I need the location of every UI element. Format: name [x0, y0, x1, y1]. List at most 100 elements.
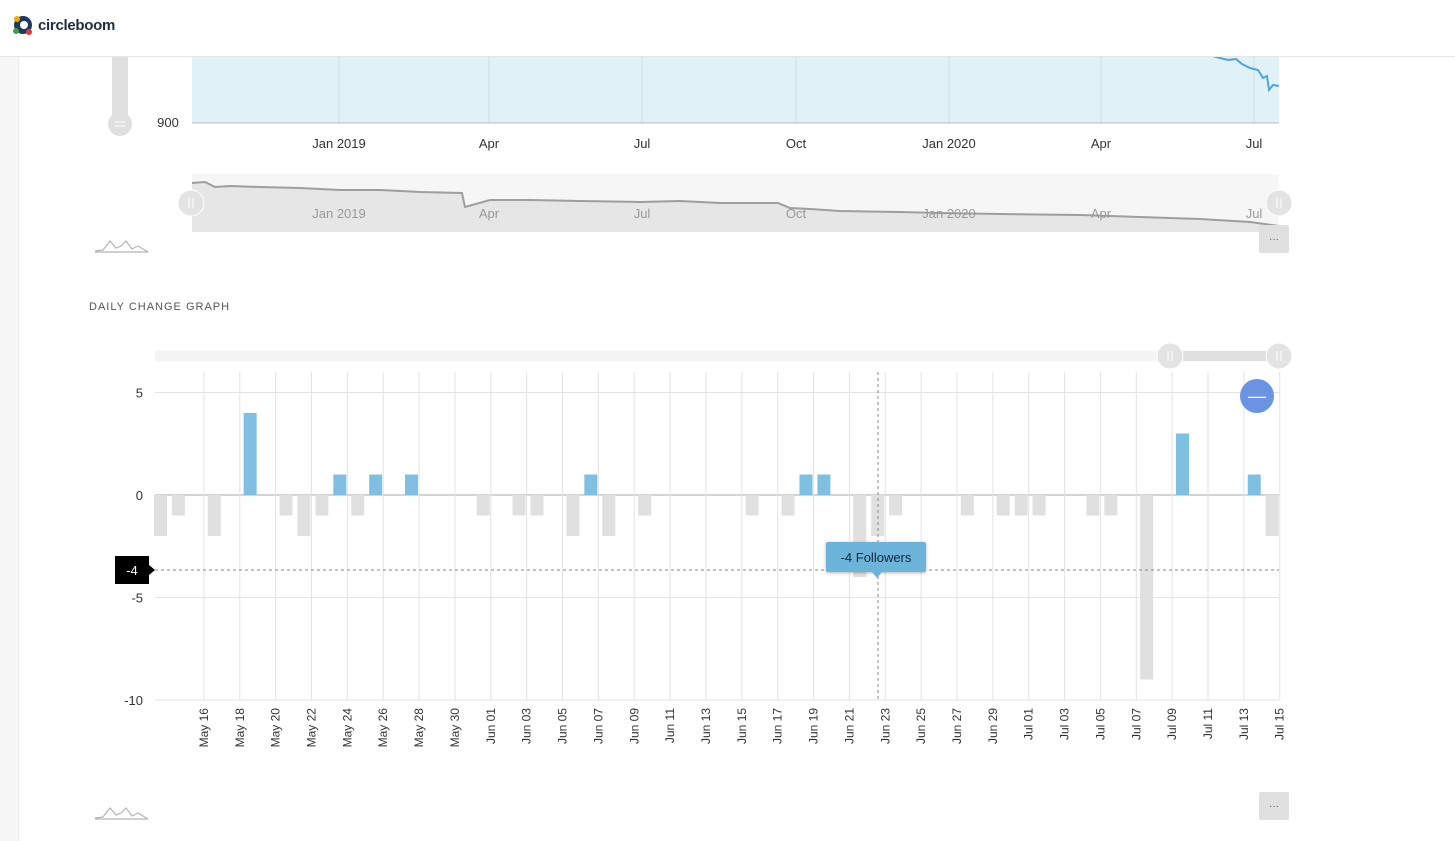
x-tick-label: Jul 05 [1093, 708, 1107, 740]
x-tick-label: Jul 11 [1201, 708, 1215, 739]
x-tick-label: May 28 [412, 708, 426, 748]
x-tick-label: Jun 07 [591, 708, 605, 744]
x-tick-label: May 24 [340, 708, 354, 748]
chart-type-toggle-icon[interactable] [94, 240, 149, 253]
daily-change-bar [781, 495, 795, 516]
daily-change-bar [871, 495, 885, 536]
circleboom-logo[interactable]: circleboom [12, 14, 115, 36]
navigator-x-tick: Oct [786, 206, 807, 221]
daily-change-bar [960, 495, 974, 516]
followers-history-chart: 900 Jan 2019 Apr Jul Oct Jan 2020 Apr Jul Jan … [94, 55, 1293, 253]
x-tick-label: Jul 07 [1129, 708, 1143, 740]
daily-change-bar [207, 495, 221, 536]
navigator-x-tick: Jul [1246, 206, 1263, 221]
x-tick-label: Jun 23 [878, 708, 892, 744]
daily-change-bar [566, 495, 580, 536]
x-tick-label: Jul 15 [1273, 708, 1287, 740]
daily-change-bar [1265, 495, 1279, 536]
history-x-tick: Oct [786, 136, 807, 151]
history-x-tick: Jul [1246, 136, 1263, 151]
x-tick-label: Jun 27 [950, 708, 964, 744]
x-tick-label: Jul 01 [1022, 708, 1036, 740]
daily-change-bar [996, 495, 1010, 516]
history-area [192, 56, 1279, 123]
x-tick-label: May 20 [269, 708, 283, 748]
daily-change-bar [351, 495, 365, 516]
daily-change-bar [1032, 495, 1046, 516]
daily-change-bar [1176, 433, 1190, 495]
history-chart-menu-button[interactable]: ··· [1259, 225, 1289, 253]
daily-change-bar [333, 474, 347, 495]
y-tick-label: -5 [131, 591, 143, 606]
range-scrollbar-thumb [1170, 351, 1279, 361]
daily-change-title: DAILY CHANGE GRAPH [89, 301, 231, 313]
x-tick-label: Jun 01 [484, 708, 498, 744]
daily-change-bar [171, 495, 185, 516]
x-tick-label: Jun 05 [556, 708, 570, 744]
daily-change-bar [1247, 474, 1261, 495]
x-tick-label: Jun 17 [771, 708, 785, 744]
history-x-tick: Jan 2019 [312, 136, 366, 151]
navigator-right-handle[interactable] [1265, 189, 1293, 217]
left-sidebar-rail [0, 57, 19, 841]
history-line [1212, 55, 1280, 93]
range-scrollbar-track [155, 351, 1279, 361]
navigator-left-handle[interactable] [177, 189, 205, 217]
app-header: circleboom [0, 0, 1455, 57]
daily-change-bar [369, 474, 383, 495]
daily-change-bar [799, 474, 813, 495]
daily-change-bar [476, 495, 490, 516]
x-tick-label: May 16 [197, 708, 211, 748]
x-tick-label: May 22 [305, 708, 319, 748]
daily-change-bar [1104, 495, 1118, 516]
x-tick-label: Jun 15 [735, 708, 749, 744]
navigator-x-tick: Apr [1091, 206, 1112, 221]
history-x-tick: Apr [1091, 136, 1112, 151]
x-tick-label: Jun 25 [914, 708, 928, 744]
navigator-area [192, 182, 1279, 232]
daily-change-bar [530, 495, 544, 516]
x-tick-label: May 26 [376, 708, 390, 748]
daily-change-bar [512, 495, 526, 516]
daily-change-bar [1140, 495, 1154, 680]
daily-change-bar [297, 495, 311, 536]
x-tick-label: Jun 21 [842, 708, 856, 744]
vertical-range-track [112, 56, 128, 122]
brand-name: circleboom [38, 16, 116, 34]
bar-tooltip: -4 Followers [826, 542, 926, 578]
daily-change-bar [584, 474, 598, 495]
daily-change-bar [405, 474, 419, 495]
reset-zoom-button[interactable]: — [1240, 379, 1274, 413]
vertical-range-handle[interactable] [108, 112, 132, 136]
navigator-x-tick: Jul [634, 206, 651, 221]
y-tick-label: 0 [136, 488, 143, 503]
crosshair-y-label: -4 [115, 556, 155, 584]
daily-change-bar [1014, 495, 1028, 516]
history-x-tick: Apr [479, 136, 500, 151]
y-tick-label: -10 [124, 693, 143, 708]
daily-change-bar [745, 495, 759, 516]
x-tick-label: Jun 13 [699, 708, 713, 744]
navigator-x-tick: Jan 2019 [312, 206, 366, 221]
x-tick-label: Jul 09 [1165, 708, 1179, 740]
x-tick-label: May 18 [233, 708, 247, 748]
navigator-x-tick: Jan 2020 [922, 206, 976, 221]
daily-change-bar [638, 495, 652, 516]
chart-type-toggle-icon [94, 807, 149, 820]
daily-change-bar [315, 495, 329, 516]
daily-change-bar [154, 495, 167, 536]
x-tick-label: Jul 13 [1237, 708, 1251, 740]
daily-chart-menu-button[interactable]: ··· [1259, 792, 1289, 820]
navigator-x-tick: Apr [479, 206, 500, 221]
daily-change-bar [243, 413, 257, 495]
history-y-tick: 900 [157, 115, 179, 130]
x-tick-label: Jul 03 [1058, 708, 1072, 740]
daily-change-bar [279, 495, 293, 516]
x-tick-label: Jun 11 [663, 708, 677, 743]
x-tick-label: May 30 [448, 708, 462, 748]
daily-change-bar [602, 495, 616, 536]
daily-change-bar [889, 495, 903, 516]
x-tick-label: Jun 03 [520, 708, 534, 744]
history-x-tick: Jul [634, 136, 651, 151]
x-tick-label: Jun 09 [627, 708, 641, 744]
